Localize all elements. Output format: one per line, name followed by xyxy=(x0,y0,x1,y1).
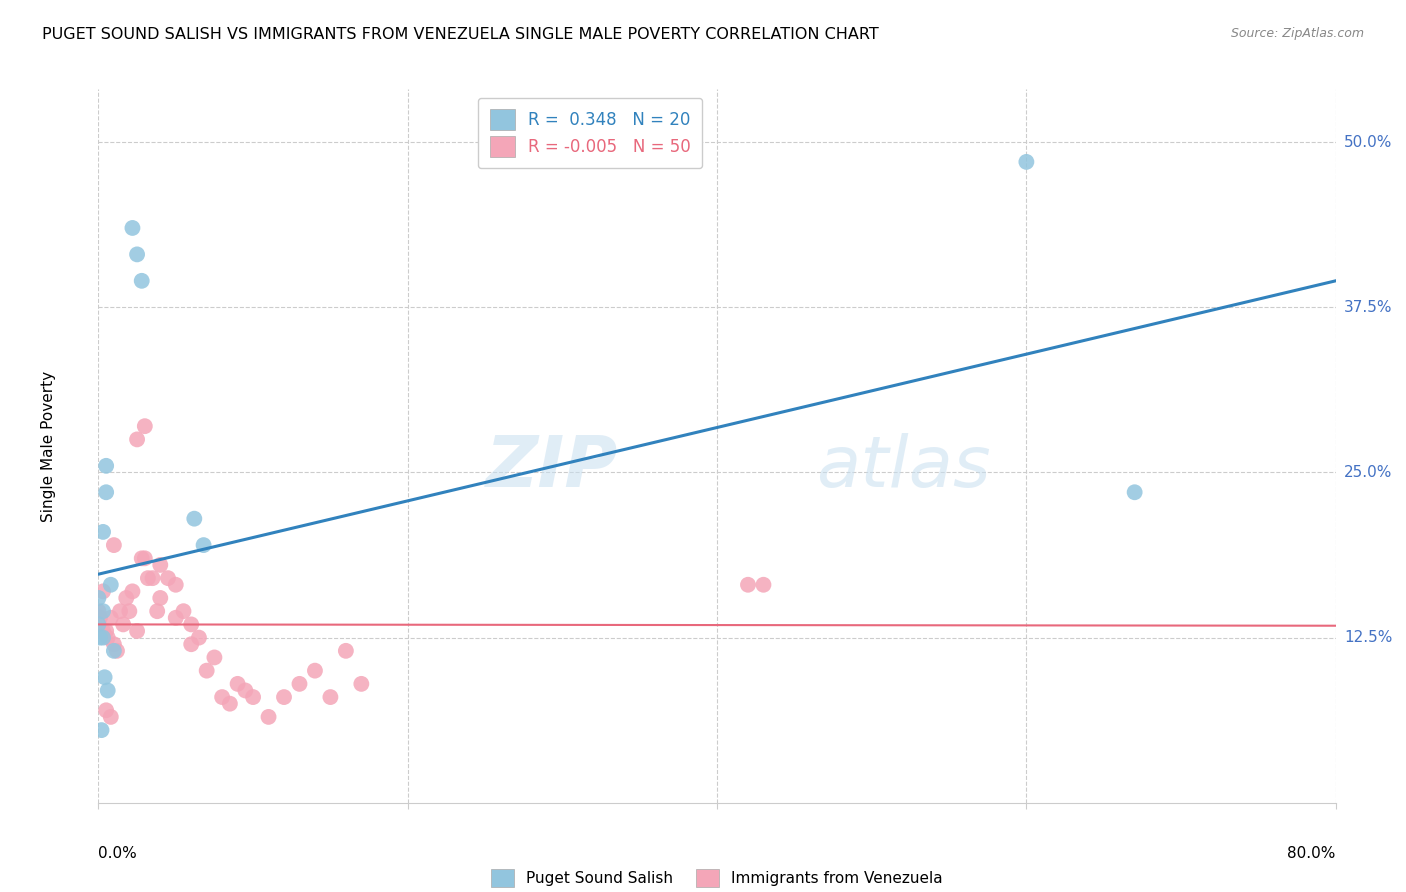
Text: atlas: atlas xyxy=(815,433,991,502)
Point xyxy=(172,604,194,618)
Point xyxy=(157,571,180,585)
Point xyxy=(188,631,211,645)
Point xyxy=(219,697,242,711)
Point xyxy=(211,690,233,704)
Point xyxy=(97,631,120,645)
Point xyxy=(103,644,125,658)
Point xyxy=(103,637,125,651)
Point xyxy=(108,604,131,618)
Point xyxy=(752,578,775,592)
Text: 50.0%: 50.0% xyxy=(1344,135,1392,150)
Text: 37.5%: 37.5% xyxy=(1344,300,1392,315)
Point xyxy=(96,458,118,473)
Point xyxy=(149,591,172,605)
Point xyxy=(89,631,111,645)
Point xyxy=(97,683,120,698)
Point xyxy=(96,703,118,717)
Point xyxy=(91,631,114,645)
Text: 25.0%: 25.0% xyxy=(1344,465,1392,480)
Text: ZIP: ZIP xyxy=(486,433,619,502)
Point xyxy=(257,710,280,724)
Point xyxy=(127,247,149,261)
Point xyxy=(90,723,112,738)
Point xyxy=(91,524,114,539)
Point xyxy=(233,683,257,698)
Point xyxy=(112,617,135,632)
Point xyxy=(100,611,122,625)
Point xyxy=(193,538,215,552)
Point xyxy=(136,571,159,585)
Point xyxy=(96,485,118,500)
Point xyxy=(1123,485,1146,500)
Point xyxy=(226,677,249,691)
Text: PUGET SOUND SALISH VS IMMIGRANTS FROM VENEZUELA SINGLE MALE POVERTY CORRELATION : PUGET SOUND SALISH VS IMMIGRANTS FROM VE… xyxy=(42,27,879,42)
Point xyxy=(91,584,114,599)
Point xyxy=(115,591,138,605)
Point xyxy=(180,637,202,651)
Text: 0.0%: 0.0% xyxy=(98,846,138,861)
Legend: Puget Sound Salish, Immigrants from Venezuela: Puget Sound Salish, Immigrants from Vene… xyxy=(484,861,950,892)
Point xyxy=(127,433,149,447)
Point xyxy=(165,611,187,625)
Point xyxy=(91,604,114,618)
Point xyxy=(134,551,156,566)
Point xyxy=(149,558,172,572)
Point xyxy=(288,677,311,691)
Point xyxy=(242,690,264,704)
Point xyxy=(141,571,165,585)
Text: 12.5%: 12.5% xyxy=(1344,630,1392,645)
Point xyxy=(350,677,373,691)
Point xyxy=(93,670,115,684)
Point xyxy=(121,584,143,599)
Point xyxy=(103,538,125,552)
Point xyxy=(165,578,187,592)
Text: 80.0%: 80.0% xyxy=(1288,846,1336,861)
Point xyxy=(737,578,759,592)
Point xyxy=(91,624,114,638)
Point xyxy=(121,221,143,235)
Point xyxy=(100,710,122,724)
Point xyxy=(100,578,122,592)
Point xyxy=(131,551,153,566)
Point xyxy=(1015,154,1038,169)
Point xyxy=(96,624,118,638)
Point xyxy=(87,591,110,605)
Point xyxy=(146,604,169,618)
Point xyxy=(87,617,110,632)
Point xyxy=(131,274,153,288)
Point xyxy=(105,644,128,658)
Point xyxy=(273,690,295,704)
Point xyxy=(87,604,110,618)
Point xyxy=(183,511,205,525)
Point xyxy=(134,419,156,434)
Text: Single Male Poverty: Single Male Poverty xyxy=(41,370,56,522)
Point xyxy=(180,617,202,632)
Point xyxy=(204,650,226,665)
Point xyxy=(195,664,218,678)
Point xyxy=(319,690,342,704)
Point xyxy=(89,611,111,625)
Point xyxy=(127,624,149,638)
Point xyxy=(335,644,357,658)
Point xyxy=(118,604,141,618)
Text: Source: ZipAtlas.com: Source: ZipAtlas.com xyxy=(1230,27,1364,40)
Point xyxy=(304,664,326,678)
